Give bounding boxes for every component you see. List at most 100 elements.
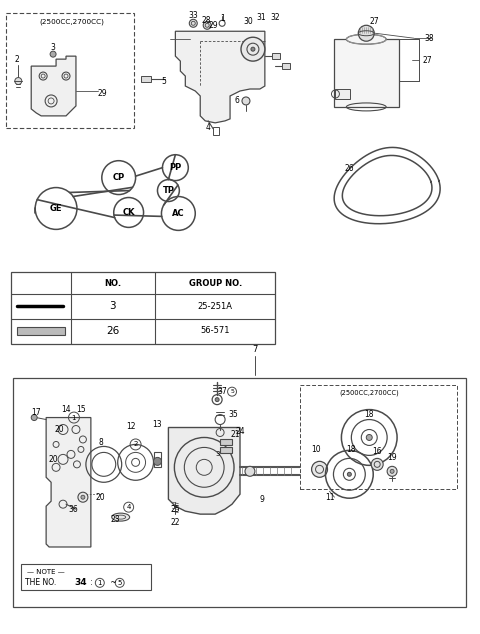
Text: 3: 3 [216, 451, 220, 457]
Text: 20: 20 [48, 455, 58, 464]
Text: 10: 10 [311, 445, 320, 454]
Text: 4: 4 [206, 124, 211, 133]
Bar [220, 448, 232, 453]
Text: 6: 6 [235, 96, 240, 105]
Text: :: : [88, 578, 95, 587]
Text: 38: 38 [424, 34, 434, 42]
Bar [154, 453, 161, 467]
Bar [141, 76, 151, 82]
Text: 19: 19 [387, 453, 397, 462]
Ellipse shape [112, 513, 130, 521]
Text: 23: 23 [111, 515, 120, 524]
Text: NO.: NO. [104, 279, 121, 288]
Circle shape [189, 19, 197, 27]
Bar [12, 272, 275, 344]
Text: 26: 26 [106, 326, 120, 336]
Text: 12: 12 [126, 422, 135, 431]
Text: AC: AC [172, 209, 185, 218]
Circle shape [81, 495, 85, 499]
Text: 14: 14 [61, 405, 71, 414]
Text: 3: 3 [51, 42, 56, 52]
Circle shape [387, 467, 397, 476]
Text: 21: 21 [230, 430, 240, 439]
Text: 20: 20 [54, 425, 64, 434]
Polygon shape [168, 427, 240, 514]
Text: (2500CC,2700CC): (2500CC,2700CC) [339, 389, 399, 396]
Ellipse shape [347, 34, 386, 44]
Circle shape [251, 47, 255, 51]
Text: 34: 34 [74, 578, 86, 587]
Text: 5: 5 [230, 389, 234, 394]
Circle shape [31, 415, 37, 420]
Circle shape [312, 462, 327, 477]
Text: 1: 1 [72, 415, 76, 420]
Bar [272, 53, 280, 59]
Text: CP: CP [113, 173, 125, 182]
Polygon shape [31, 56, 76, 116]
Text: 16: 16 [372, 447, 382, 456]
Circle shape [50, 51, 56, 57]
Text: 27: 27 [422, 56, 432, 65]
Bar [17, 327, 65, 335]
Text: 26: 26 [345, 164, 354, 173]
Bar [335, 39, 399, 107]
Bar [282, 63, 290, 69]
Bar [21, 564, 151, 590]
Text: ~: ~ [108, 578, 119, 587]
Bar [13, 378, 466, 607]
Text: PP: PP [169, 163, 181, 172]
Text: 30: 30 [243, 17, 253, 26]
Bar [300, 385, 457, 489]
Text: 15: 15 [76, 405, 86, 414]
Bar [6, 13, 133, 128]
Text: GE: GE [50, 204, 62, 213]
Text: TP: TP [162, 186, 174, 195]
Text: 24: 24 [235, 427, 245, 436]
Bar [220, 439, 232, 446]
Text: 20: 20 [96, 493, 106, 501]
Text: 31: 31 [256, 13, 266, 22]
Circle shape [203, 22, 211, 29]
Text: 8: 8 [98, 438, 103, 447]
Text: 9: 9 [259, 495, 264, 503]
Circle shape [245, 467, 255, 476]
Text: 56-571: 56-571 [200, 327, 230, 335]
Text: 4: 4 [126, 504, 131, 510]
Text: 17: 17 [31, 408, 41, 417]
Text: 18: 18 [364, 410, 374, 419]
Text: (2500CC,2700CC): (2500CC,2700CC) [39, 18, 104, 25]
Text: 11: 11 [325, 493, 334, 501]
Circle shape [242, 97, 250, 105]
Text: 13: 13 [153, 420, 162, 429]
Text: 32: 32 [270, 13, 280, 22]
Text: 5: 5 [161, 77, 166, 86]
Text: 29: 29 [208, 21, 218, 30]
Text: CK: CK [122, 208, 135, 217]
Text: 25-251A: 25-251A [198, 302, 233, 311]
Text: 27: 27 [370, 17, 379, 26]
Text: 28: 28 [202, 16, 211, 25]
Text: 25: 25 [170, 505, 180, 514]
Circle shape [78, 492, 88, 502]
Text: — NOTE —: — NOTE — [27, 569, 65, 575]
Circle shape [215, 398, 219, 401]
Circle shape [241, 37, 265, 61]
Text: 3: 3 [109, 301, 116, 311]
Circle shape [371, 458, 383, 470]
Text: 29: 29 [98, 89, 108, 98]
Text: 33: 33 [188, 11, 198, 20]
Polygon shape [46, 418, 91, 547]
Text: 5: 5 [118, 580, 122, 586]
Bar [336, 89, 350, 99]
Text: 2: 2 [133, 441, 138, 448]
Circle shape [15, 77, 22, 84]
Text: THE NO.: THE NO. [25, 578, 57, 587]
Circle shape [348, 472, 351, 476]
Text: 36: 36 [68, 505, 78, 514]
Text: 7: 7 [252, 346, 258, 354]
Text: 37: 37 [217, 387, 227, 396]
Text: 22: 22 [170, 517, 180, 527]
Text: 18: 18 [347, 445, 356, 454]
Polygon shape [175, 31, 265, 123]
Text: 2: 2 [15, 55, 20, 63]
